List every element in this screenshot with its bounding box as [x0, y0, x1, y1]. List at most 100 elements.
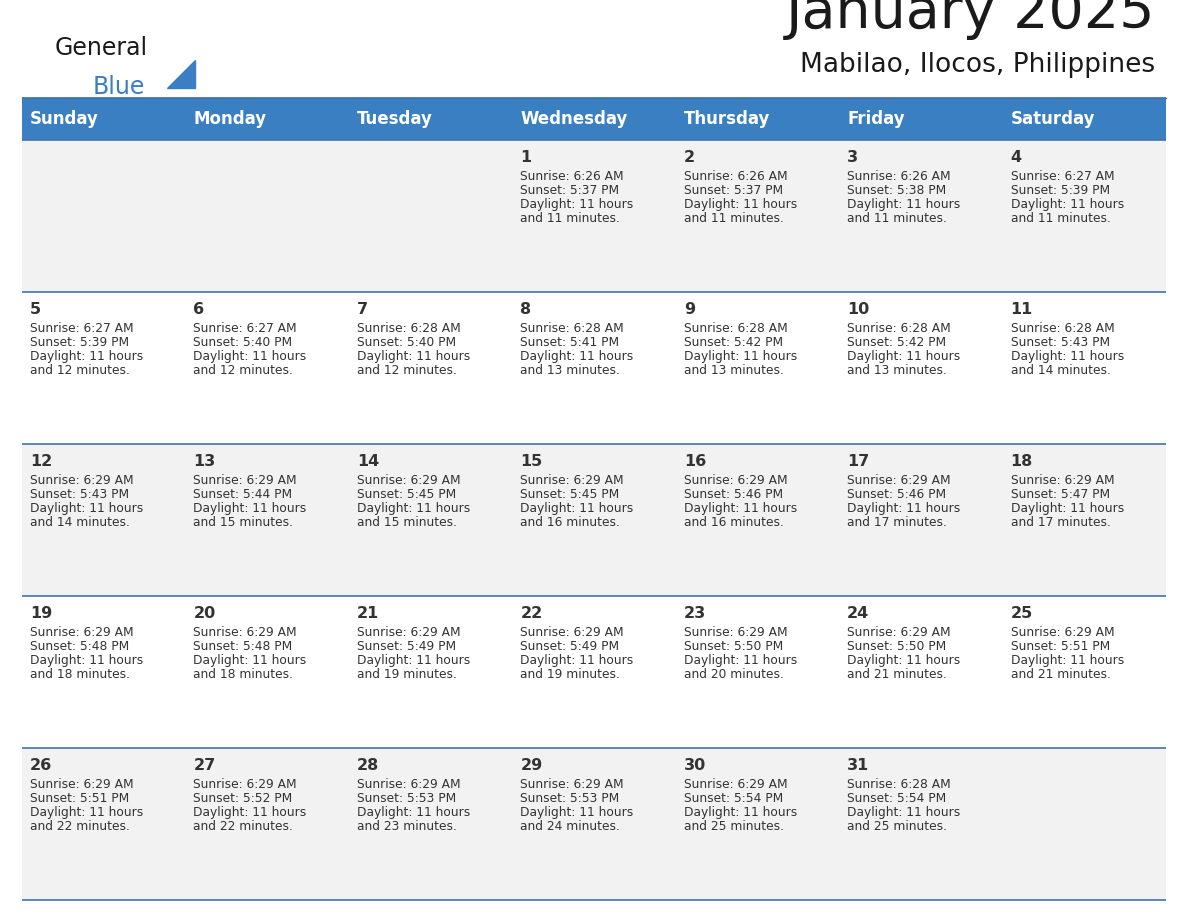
Text: 28: 28: [356, 758, 379, 773]
Text: Sunrise: 6:26 AM: Sunrise: 6:26 AM: [520, 170, 624, 183]
Text: and 14 minutes.: and 14 minutes.: [30, 516, 129, 529]
Text: 19: 19: [30, 606, 52, 621]
Text: Sunset: 5:43 PM: Sunset: 5:43 PM: [1011, 336, 1110, 349]
Text: Daylight: 11 hours: Daylight: 11 hours: [30, 502, 144, 515]
Text: 2: 2: [684, 150, 695, 165]
Text: and 15 minutes.: and 15 minutes.: [356, 516, 457, 529]
Text: 30: 30: [684, 758, 706, 773]
Text: Sunrise: 6:29 AM: Sunrise: 6:29 AM: [847, 474, 950, 487]
Text: Sunrise: 6:29 AM: Sunrise: 6:29 AM: [30, 778, 133, 791]
Text: Daylight: 11 hours: Daylight: 11 hours: [1011, 502, 1124, 515]
Text: 24: 24: [847, 606, 870, 621]
Text: Daylight: 11 hours: Daylight: 11 hours: [1011, 350, 1124, 363]
Text: Sunrise: 6:29 AM: Sunrise: 6:29 AM: [30, 474, 133, 487]
Text: Sunrise: 6:28 AM: Sunrise: 6:28 AM: [520, 322, 624, 335]
Text: 6: 6: [194, 302, 204, 317]
Text: Sunrise: 6:29 AM: Sunrise: 6:29 AM: [684, 474, 788, 487]
Text: Sunset: 5:39 PM: Sunset: 5:39 PM: [30, 336, 129, 349]
Text: 20: 20: [194, 606, 216, 621]
Text: and 12 minutes.: and 12 minutes.: [30, 364, 129, 377]
Text: Daylight: 11 hours: Daylight: 11 hours: [847, 654, 960, 667]
Text: January 2025: January 2025: [785, 0, 1155, 40]
Text: Sunset: 5:48 PM: Sunset: 5:48 PM: [194, 640, 292, 653]
Text: and 15 minutes.: and 15 minutes.: [194, 516, 293, 529]
Text: Sunrise: 6:26 AM: Sunrise: 6:26 AM: [847, 170, 950, 183]
Text: Sunrise: 6:28 AM: Sunrise: 6:28 AM: [847, 322, 950, 335]
Text: 18: 18: [1011, 454, 1032, 469]
Text: 12: 12: [30, 454, 52, 469]
Text: Blue: Blue: [93, 75, 145, 99]
Text: Daylight: 11 hours: Daylight: 11 hours: [684, 806, 797, 819]
Text: and 19 minutes.: and 19 minutes.: [520, 668, 620, 681]
Text: Sunset: 5:49 PM: Sunset: 5:49 PM: [356, 640, 456, 653]
Text: and 11 minutes.: and 11 minutes.: [847, 212, 947, 225]
Text: 16: 16: [684, 454, 706, 469]
Text: Sunset: 5:45 PM: Sunset: 5:45 PM: [520, 488, 619, 501]
Bar: [23, 596, 1165, 748]
Text: Sunset: 5:38 PM: Sunset: 5:38 PM: [847, 184, 947, 197]
Text: Friday: Friday: [847, 110, 905, 128]
Text: Daylight: 11 hours: Daylight: 11 hours: [194, 806, 307, 819]
Text: and 13 minutes.: and 13 minutes.: [520, 364, 620, 377]
Text: and 11 minutes.: and 11 minutes.: [684, 212, 784, 225]
Text: Sunset: 5:46 PM: Sunset: 5:46 PM: [847, 488, 947, 501]
Text: 15: 15: [520, 454, 543, 469]
Text: 27: 27: [194, 758, 216, 773]
Text: and 22 minutes.: and 22 minutes.: [30, 820, 129, 833]
Text: Tuesday: Tuesday: [356, 110, 432, 128]
Text: Daylight: 11 hours: Daylight: 11 hours: [684, 654, 797, 667]
Text: and 20 minutes.: and 20 minutes.: [684, 668, 784, 681]
Text: Sunrise: 6:27 AM: Sunrise: 6:27 AM: [1011, 170, 1114, 183]
Text: Sunrise: 6:29 AM: Sunrise: 6:29 AM: [684, 626, 788, 639]
Text: and 18 minutes.: and 18 minutes.: [194, 668, 293, 681]
Text: Sunrise: 6:29 AM: Sunrise: 6:29 AM: [684, 778, 788, 791]
Text: Sunrise: 6:29 AM: Sunrise: 6:29 AM: [520, 778, 624, 791]
Text: Sunrise: 6:29 AM: Sunrise: 6:29 AM: [356, 778, 461, 791]
Text: Sunset: 5:45 PM: Sunset: 5:45 PM: [356, 488, 456, 501]
Text: 9: 9: [684, 302, 695, 317]
Text: Sunset: 5:50 PM: Sunset: 5:50 PM: [847, 640, 947, 653]
Text: and 12 minutes.: and 12 minutes.: [356, 364, 456, 377]
Text: Sunrise: 6:29 AM: Sunrise: 6:29 AM: [1011, 474, 1114, 487]
Text: Sunset: 5:42 PM: Sunset: 5:42 PM: [684, 336, 783, 349]
Text: Sunrise: 6:29 AM: Sunrise: 6:29 AM: [356, 626, 461, 639]
Text: 29: 29: [520, 758, 543, 773]
Text: and 11 minutes.: and 11 minutes.: [520, 212, 620, 225]
Text: Sunrise: 6:28 AM: Sunrise: 6:28 AM: [356, 322, 461, 335]
Bar: [23, 444, 1165, 596]
Text: Daylight: 11 hours: Daylight: 11 hours: [356, 806, 470, 819]
Text: Sunset: 5:37 PM: Sunset: 5:37 PM: [520, 184, 619, 197]
Text: 21: 21: [356, 606, 379, 621]
Text: Saturday: Saturday: [1011, 110, 1095, 128]
Text: Sunset: 5:41 PM: Sunset: 5:41 PM: [520, 336, 619, 349]
Text: Daylight: 11 hours: Daylight: 11 hours: [1011, 198, 1124, 211]
Text: and 19 minutes.: and 19 minutes.: [356, 668, 456, 681]
Text: Sunrise: 6:29 AM: Sunrise: 6:29 AM: [847, 626, 950, 639]
Text: 23: 23: [684, 606, 706, 621]
Text: and 22 minutes.: and 22 minutes.: [194, 820, 293, 833]
Text: Daylight: 11 hours: Daylight: 11 hours: [847, 198, 960, 211]
Bar: [23, 292, 1165, 444]
Text: Daylight: 11 hours: Daylight: 11 hours: [520, 806, 633, 819]
Text: 3: 3: [847, 150, 858, 165]
Text: Daylight: 11 hours: Daylight: 11 hours: [30, 806, 144, 819]
Text: Sunset: 5:53 PM: Sunset: 5:53 PM: [520, 792, 619, 805]
Text: Sunrise: 6:28 AM: Sunrise: 6:28 AM: [684, 322, 788, 335]
Text: Sunset: 5:47 PM: Sunset: 5:47 PM: [1011, 488, 1110, 501]
Text: Sunrise: 6:29 AM: Sunrise: 6:29 AM: [520, 626, 624, 639]
Text: Sunset: 5:50 PM: Sunset: 5:50 PM: [684, 640, 783, 653]
Text: Sunrise: 6:29 AM: Sunrise: 6:29 AM: [194, 474, 297, 487]
Text: Sunrise: 6:28 AM: Sunrise: 6:28 AM: [847, 778, 950, 791]
Text: Sunset: 5:51 PM: Sunset: 5:51 PM: [30, 792, 129, 805]
Text: Sunset: 5:43 PM: Sunset: 5:43 PM: [30, 488, 129, 501]
Text: Daylight: 11 hours: Daylight: 11 hours: [356, 502, 470, 515]
Text: Sunset: 5:37 PM: Sunset: 5:37 PM: [684, 184, 783, 197]
Text: 22: 22: [520, 606, 543, 621]
Text: and 17 minutes.: and 17 minutes.: [847, 516, 947, 529]
Text: Sunset: 5:44 PM: Sunset: 5:44 PM: [194, 488, 292, 501]
Text: Daylight: 11 hours: Daylight: 11 hours: [194, 654, 307, 667]
Text: 4: 4: [1011, 150, 1022, 165]
Text: Daylight: 11 hours: Daylight: 11 hours: [1011, 654, 1124, 667]
Text: and 21 minutes.: and 21 minutes.: [847, 668, 947, 681]
Text: Daylight: 11 hours: Daylight: 11 hours: [684, 350, 797, 363]
